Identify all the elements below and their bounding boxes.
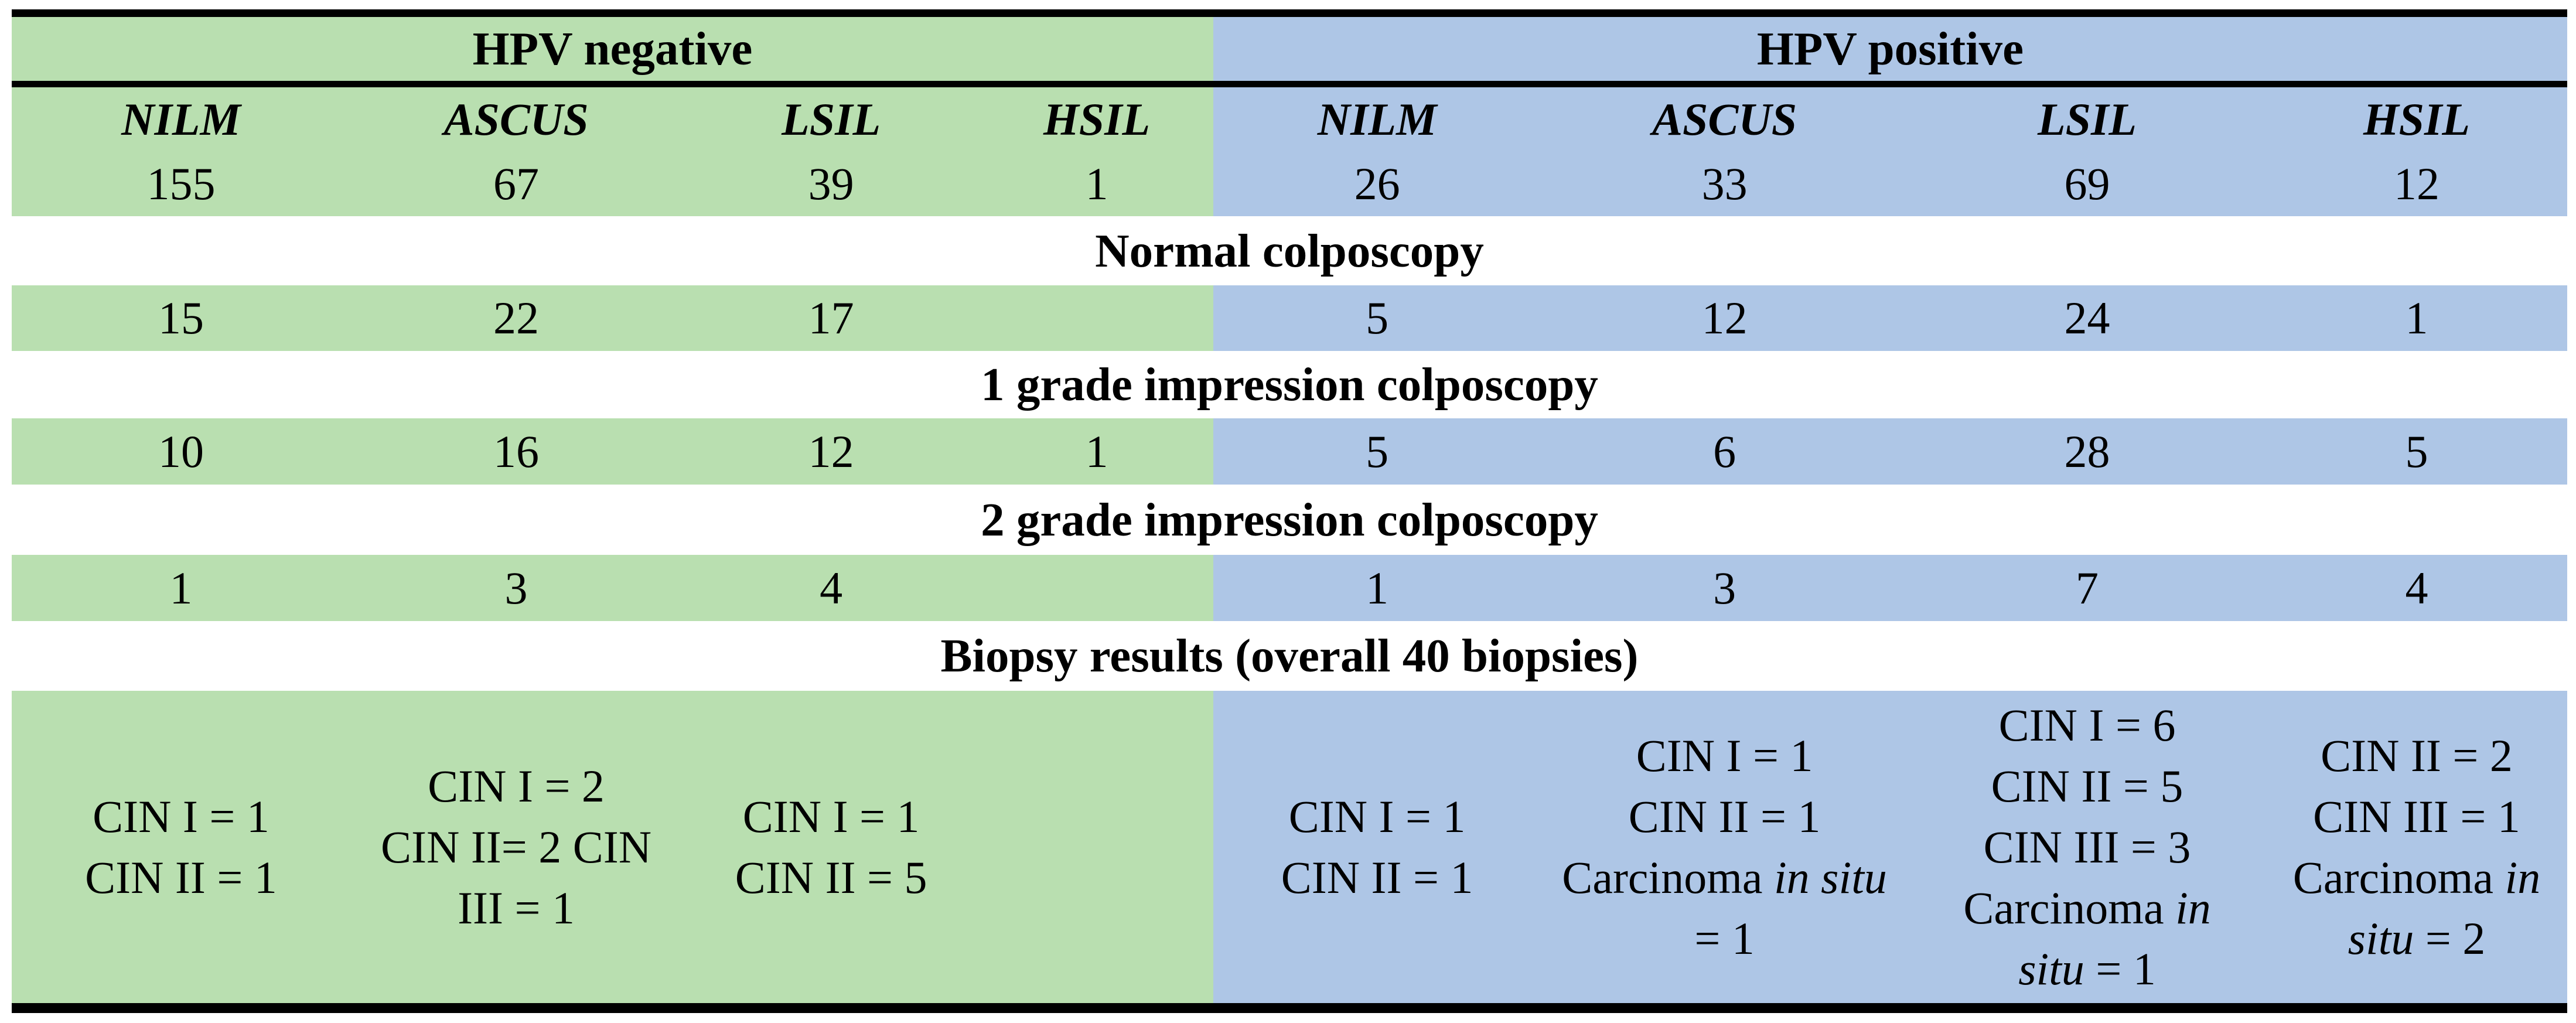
biopsy-cell-neg-nilm: CIN I = 1 CIN II = 1 (12, 691, 350, 1003)
cytology-header: ASCUS (443, 94, 589, 145)
cytology-count: 26 (1354, 158, 1400, 209)
cytology-header: NILM (121, 94, 241, 145)
hpv-colposcopy-table: HPV negative HPV positive NILM 155 ASCUS… (12, 9, 2567, 1013)
column-pos-nilm: NILM 26 (1213, 87, 1541, 216)
column-pos-lsil: LSIL 69 (1908, 87, 2267, 216)
biopsy-cell-pos-hsil: CIN II = 2 CIN III = 1 Carcinoma in situ = … (2266, 691, 2567, 1003)
value-cell: 1 (12, 555, 350, 621)
cytology-count: 33 (1701, 158, 1748, 209)
value-cell: 15 (12, 285, 350, 351)
value-row-2-grade-impression: 1 3 4 1 3 7 4 (12, 555, 2567, 621)
value-cell (980, 555, 1213, 621)
biopsy-cell-pos-nilm: CIN I = 1 CIN II = 1 (1213, 691, 1541, 1003)
value-cell: 28 (1908, 418, 2267, 485)
section-title-2-grade-impression: 2 grade impression colposcopy (12, 485, 2567, 555)
cytology-header: ASCUS (1652, 94, 1797, 145)
biopsy-cell-neg-ascus: CIN I = 2 CIN II= 2 CIN III = 1 (350, 691, 683, 1003)
value-cell: 12 (1541, 285, 1908, 351)
value-cell: 17 (682, 285, 981, 351)
cytology-count: 155 (146, 158, 216, 209)
value-cell: 5 (1213, 285, 1541, 351)
value-row-1-grade-impression: 10 16 12 1 5 6 28 5 (12, 418, 2567, 485)
column-neg-hsil: HSIL 1 (980, 87, 1213, 216)
value-cell: 24 (1908, 285, 2267, 351)
section-title-1-grade-impression: 1 grade impression colposcopy (12, 351, 2567, 418)
table-top-rule (12, 9, 2567, 17)
header-divider-rule (12, 81, 2567, 87)
value-cell: 10 (12, 418, 350, 485)
value-cell: 5 (1213, 418, 1541, 485)
value-cell: 7 (1908, 555, 2267, 621)
column-neg-ascus: ASCUS 67 (350, 87, 683, 216)
column-pos-hsil: HSIL 12 (2266, 87, 2567, 216)
cytology-header: HSIL (1043, 94, 1151, 145)
section-title-biopsy-results: Biopsy results (overall 40 biopsies) (12, 621, 2567, 691)
cytology-count: 1 (1085, 158, 1108, 209)
value-cell: 1 (2266, 285, 2567, 351)
column-neg-lsil: LSIL 39 (682, 87, 981, 216)
cytology-count: 69 (2064, 158, 2110, 209)
cytology-count: 39 (808, 158, 854, 209)
group-header-hpv-negative: HPV negative (12, 17, 1213, 81)
section-title-normal-colposcopy: Normal colposcopy (12, 216, 2567, 285)
column-pos-ascus: ASCUS 33 (1541, 87, 1908, 216)
cytology-header: NILM (1317, 94, 1437, 145)
column-neg-nilm: NILM 155 (12, 87, 350, 216)
value-cell (980, 285, 1213, 351)
biopsy-cell-pos-lsil: CIN I = 6 CIN II = 5 CIN III = 3 Carcinoma … (1908, 691, 2267, 1003)
table-bottom-rule (12, 1003, 2567, 1013)
cytology-header: LSIL (782, 94, 881, 145)
cytology-count: 12 (2394, 158, 2440, 209)
value-cell: 1 (1213, 555, 1541, 621)
value-cell: 4 (2266, 555, 2567, 621)
group-header-row: HPV negative HPV positive (12, 17, 2567, 81)
value-row-normal-colposcopy: 15 22 17 5 12 24 1 (12, 285, 2567, 351)
cytology-header-band: NILM 155 ASCUS 67 LSIL 39 HSIL 1 NILM 26… (12, 87, 2567, 216)
value-cell: 12 (682, 418, 981, 485)
biopsy-cell-neg-hsil (980, 691, 1213, 1003)
biopsy-results-row: CIN I = 1 CIN II = 1 CIN I = 2 CIN II= 2 C… (12, 691, 2567, 1003)
biopsy-cell-neg-lsil: CIN I = 1 CIN II = 5 (682, 691, 981, 1003)
cytology-header: HSIL (2363, 94, 2471, 145)
value-cell: 6 (1541, 418, 1908, 485)
group-header-hpv-positive: HPV positive (1213, 17, 2567, 81)
value-cell: 16 (350, 418, 683, 485)
cytology-count: 67 (493, 158, 540, 209)
value-cell: 22 (350, 285, 683, 351)
biopsy-cell-pos-ascus: CIN I = 1 CIN II = 1 Carcinoma in situ = 1 (1541, 691, 1908, 1003)
value-cell: 3 (350, 555, 683, 621)
value-cell: 4 (682, 555, 981, 621)
value-cell: 5 (2266, 418, 2567, 485)
value-cell: 3 (1541, 555, 1908, 621)
cytology-header: LSIL (2038, 94, 2137, 145)
value-cell: 1 (980, 418, 1213, 485)
